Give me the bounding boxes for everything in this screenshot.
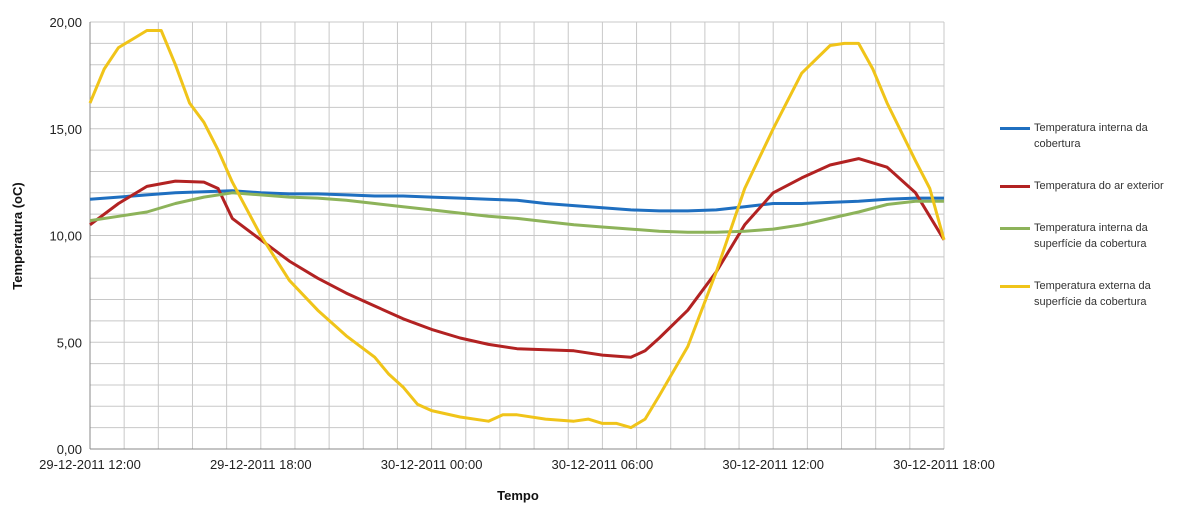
x-tick-label: 29-12-2011 18:00	[210, 457, 312, 472]
y-tick-label: 20,00	[49, 15, 82, 30]
y-tick-label: 0,00	[57, 442, 82, 457]
legend-label: Temperatura do ar exterior	[1034, 180, 1164, 192]
series-line-3	[89, 191, 944, 234]
series-line-4	[88, 29, 946, 430]
series-line-1	[89, 189, 944, 213]
y-tick-label: 10,00	[49, 229, 82, 244]
legend-item: Temperatura externa da superfície da cob…	[1000, 278, 1185, 310]
legend-swatch	[1000, 185, 1030, 188]
chart-legend: Temperatura interna da cobertura Temperat…	[1000, 120, 1185, 336]
legend-item: Temperatura interna da cobertura	[1000, 120, 1185, 152]
legend-item: Temperatura do ar exterior	[1000, 178, 1185, 194]
x-tick-label: 30-12-2011 00:00	[381, 457, 483, 472]
y-tick-label: 5,00	[57, 335, 82, 350]
plot-grid	[89, 21, 945, 450]
x-tick-label: 30-12-2011 12:00	[722, 457, 824, 472]
series-layer	[88, 29, 946, 430]
x-axis-title: Tempo	[497, 488, 539, 503]
x-axis-ticks: 29-12-2011 12:00 29-12-2011 18:00 30-12-20…	[39, 457, 995, 472]
y-tick-label: 15,00	[49, 122, 82, 137]
series-line-2	[89, 157, 946, 359]
legend-label: Temperatura interna da cobertura	[1034, 122, 1148, 150]
legend-swatch	[1000, 127, 1030, 130]
x-tick-label: 30-12-2011 06:00	[552, 457, 654, 472]
y-axis-title: Temperatura (oC)	[10, 182, 25, 289]
legend-swatch	[1000, 227, 1030, 230]
legend-swatch	[1000, 285, 1030, 288]
legend-label: Temperatura interna da superfície da cob…	[1034, 222, 1148, 250]
legend-item: Temperatura interna da superfície da cob…	[1000, 220, 1185, 252]
legend-label: Temperatura externa da superfície da cob…	[1034, 280, 1151, 308]
x-tick-label: 29-12-2011 12:00	[39, 457, 141, 472]
x-tick-label: 30-12-2011 18:00	[893, 457, 995, 472]
y-axis-ticks: 0,00 5,00 10,00 15,00 20,00	[49, 15, 82, 457]
